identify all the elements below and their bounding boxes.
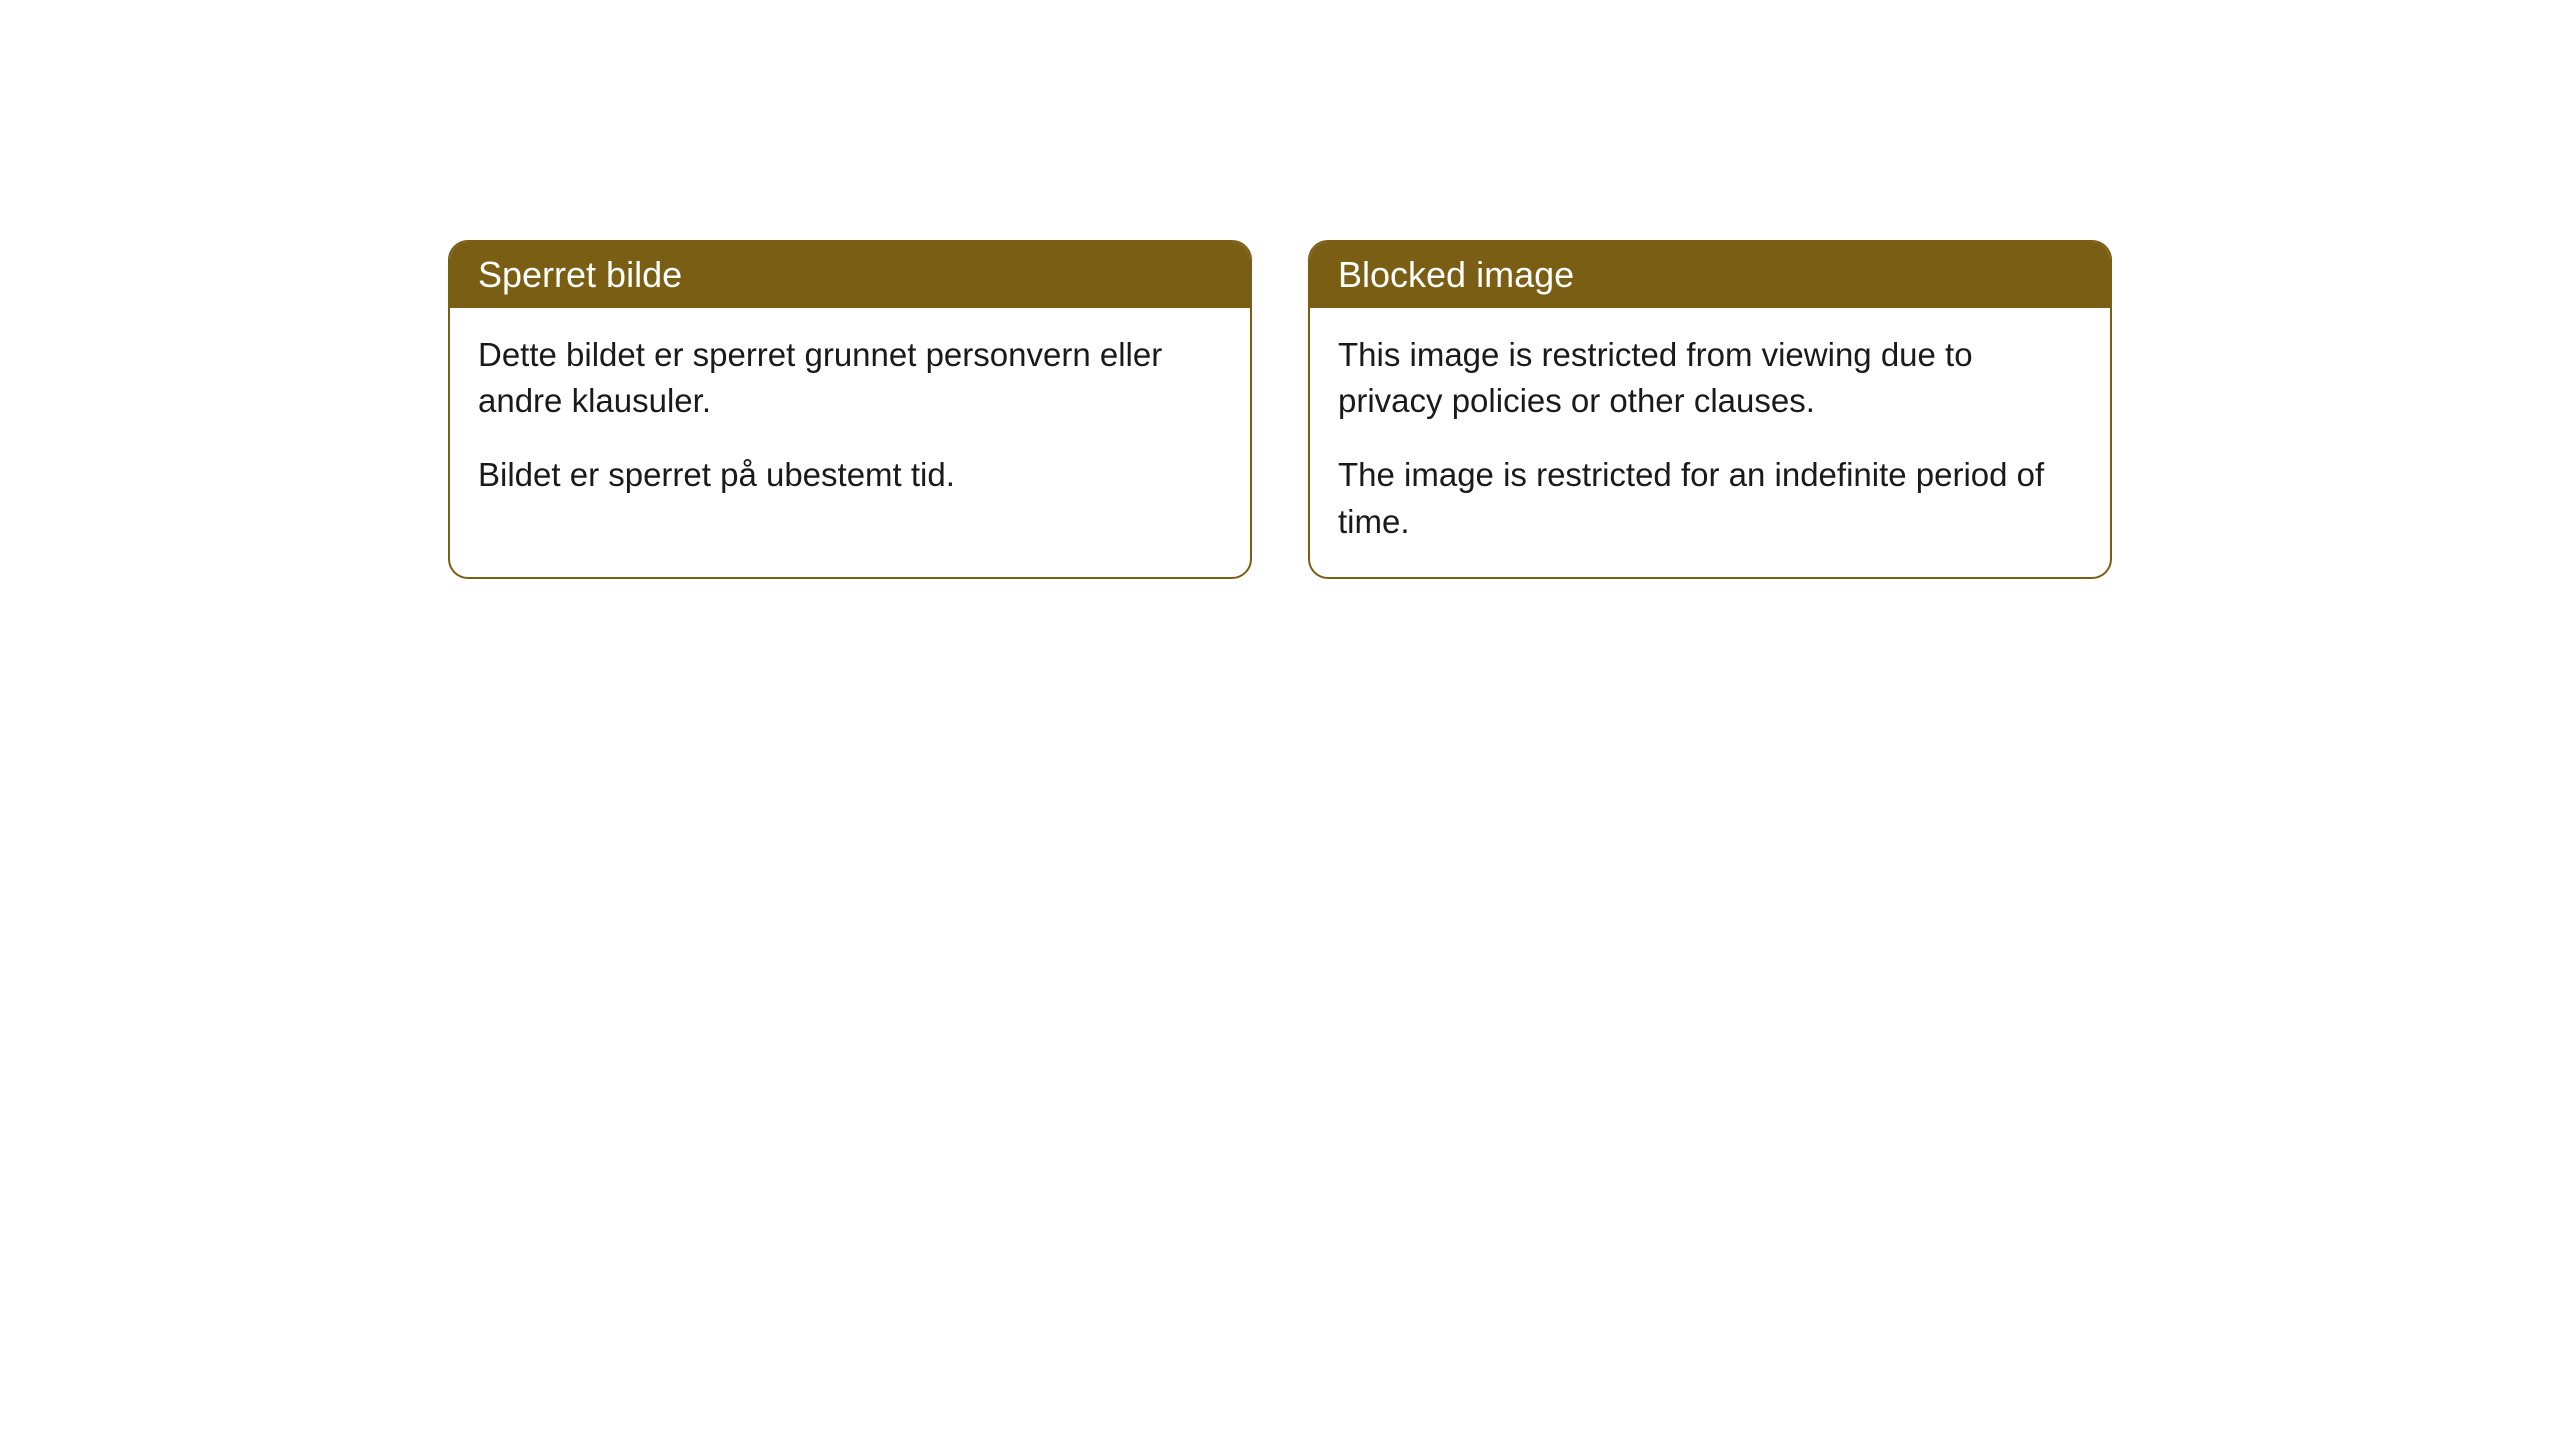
card-header: Sperret bilde: [450, 242, 1250, 308]
card-body: This image is restricted from viewing du…: [1310, 308, 2110, 577]
card-paragraph: Bildet er sperret på ubestemt tid.: [478, 452, 1222, 498]
card-title: Blocked image: [1338, 254, 1574, 295]
card-paragraph: The image is restricted for an indefinit…: [1338, 452, 2082, 544]
card-title: Sperret bilde: [478, 254, 682, 295]
card-header: Blocked image: [1310, 242, 2110, 308]
card-paragraph: Dette bildet er sperret grunnet personve…: [478, 332, 1222, 424]
notice-cards-container: Sperret bilde Dette bildet er sperret gr…: [448, 240, 2112, 579]
card-body: Dette bildet er sperret grunnet personve…: [450, 308, 1250, 531]
notice-card-norwegian: Sperret bilde Dette bildet er sperret gr…: [448, 240, 1252, 579]
notice-card-english: Blocked image This image is restricted f…: [1308, 240, 2112, 579]
card-paragraph: This image is restricted from viewing du…: [1338, 332, 2082, 424]
